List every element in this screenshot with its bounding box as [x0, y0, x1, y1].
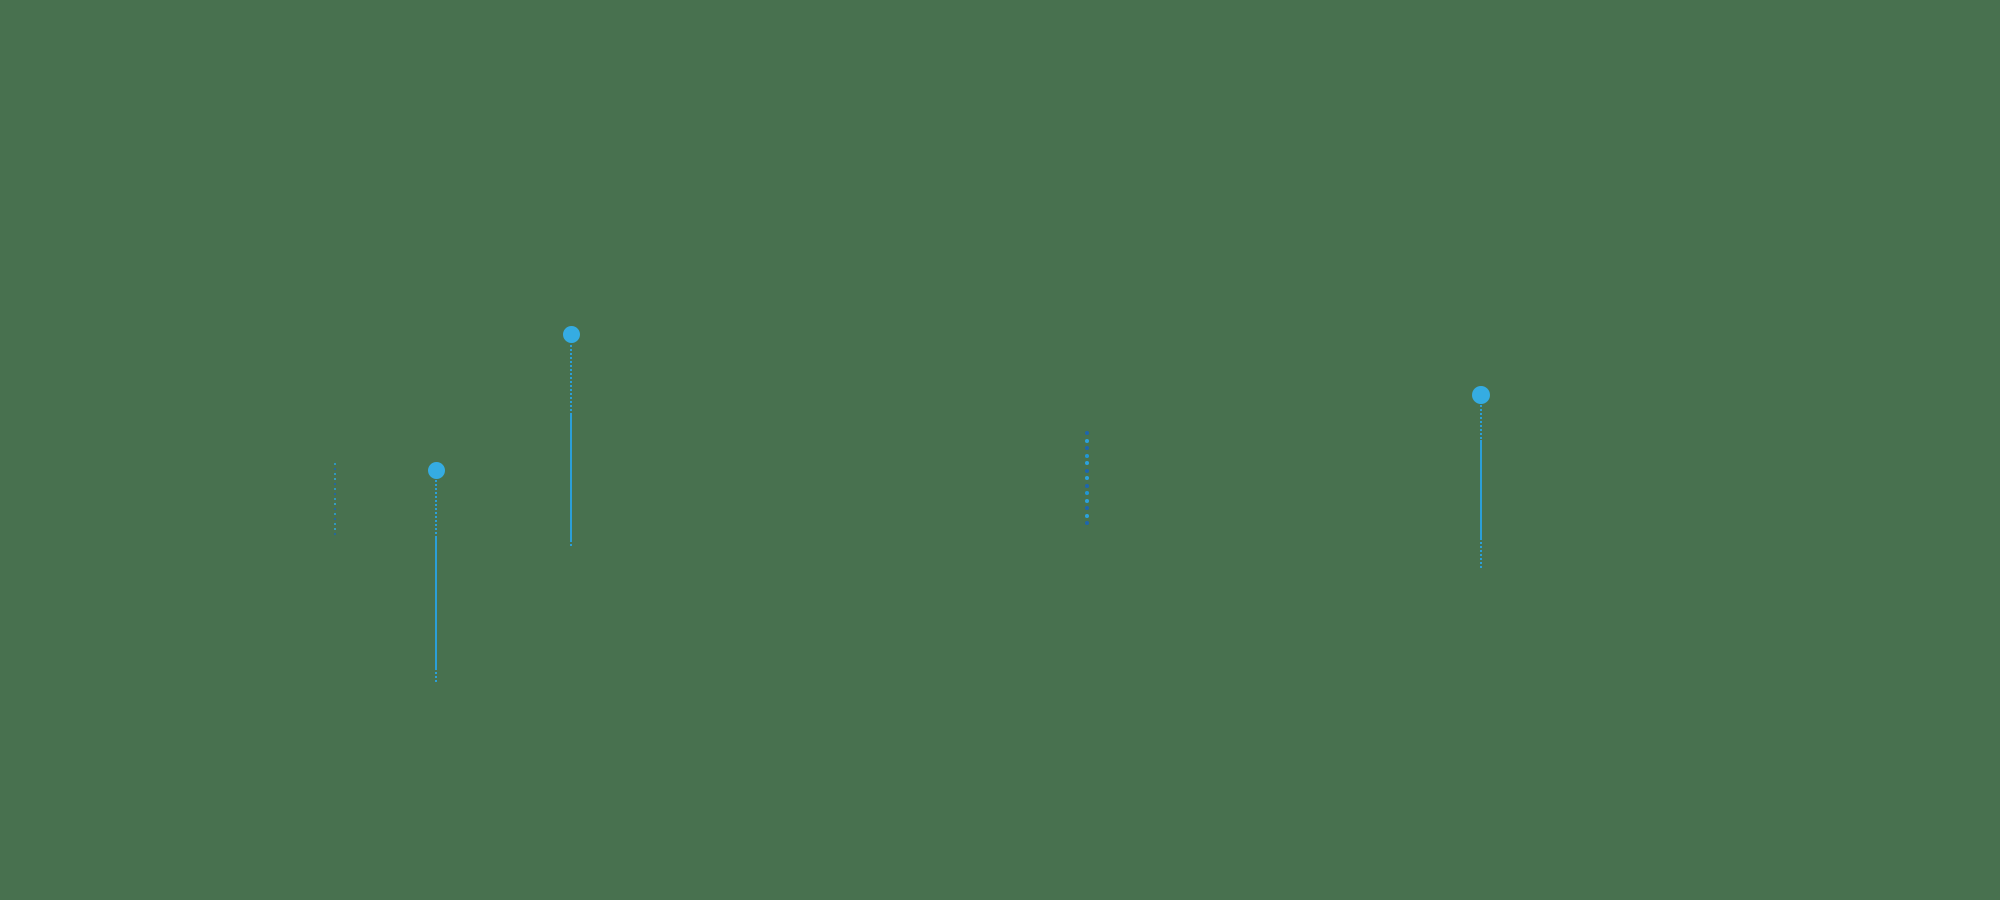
- trail-dot: [333, 472, 337, 476]
- trail-dot: [1085, 506, 1089, 510]
- trail-dot: [1085, 453, 1089, 458]
- comet-trail-dotted: [1480, 405, 1482, 440]
- trail-dot: [1085, 521, 1089, 525]
- trail-dot: [333, 487, 337, 491]
- comet-trail-solid: [435, 536, 437, 668]
- trail-dot: [333, 532, 337, 536]
- trail-dot: [1085, 498, 1089, 503]
- trail-dot: [333, 502, 337, 506]
- trail-dot: [333, 517, 337, 521]
- comet-trail-dotted: [570, 540, 572, 548]
- trail-dot: [333, 512, 337, 516]
- trail-dot: [1085, 431, 1089, 435]
- trail-dot: [1085, 483, 1089, 488]
- comet-trail-solid: [570, 415, 572, 540]
- trail-dot: [333, 492, 337, 496]
- comet-head: [427, 461, 445, 479]
- trail-dot: [1085, 491, 1089, 495]
- trail-dot: [1085, 468, 1089, 473]
- trail-dot: [333, 467, 337, 471]
- trail-dot: [333, 522, 337, 526]
- trail-dot: [333, 477, 337, 481]
- trail-dot: [333, 497, 337, 501]
- trail-dot: [1085, 446, 1089, 450]
- trail-dot: [333, 482, 337, 486]
- comet-head: [562, 325, 580, 343]
- comet-trail-solid: [1480, 440, 1482, 538]
- comet-trail-dotted: [435, 668, 437, 684]
- trail-dot: [333, 507, 337, 511]
- comet-trail-dotted: [435, 480, 437, 536]
- comet-trail-dotted: [1480, 538, 1482, 568]
- trail-dot: [1085, 438, 1089, 443]
- trail-dot: [1085, 461, 1089, 465]
- trail-dot: [333, 527, 337, 531]
- trail-dot: [333, 462, 337, 466]
- comet-head: [1472, 386, 1490, 404]
- trail-dot: [1085, 513, 1089, 518]
- comet-trail-dotted: [570, 345, 572, 415]
- trail-dot: [1085, 476, 1089, 480]
